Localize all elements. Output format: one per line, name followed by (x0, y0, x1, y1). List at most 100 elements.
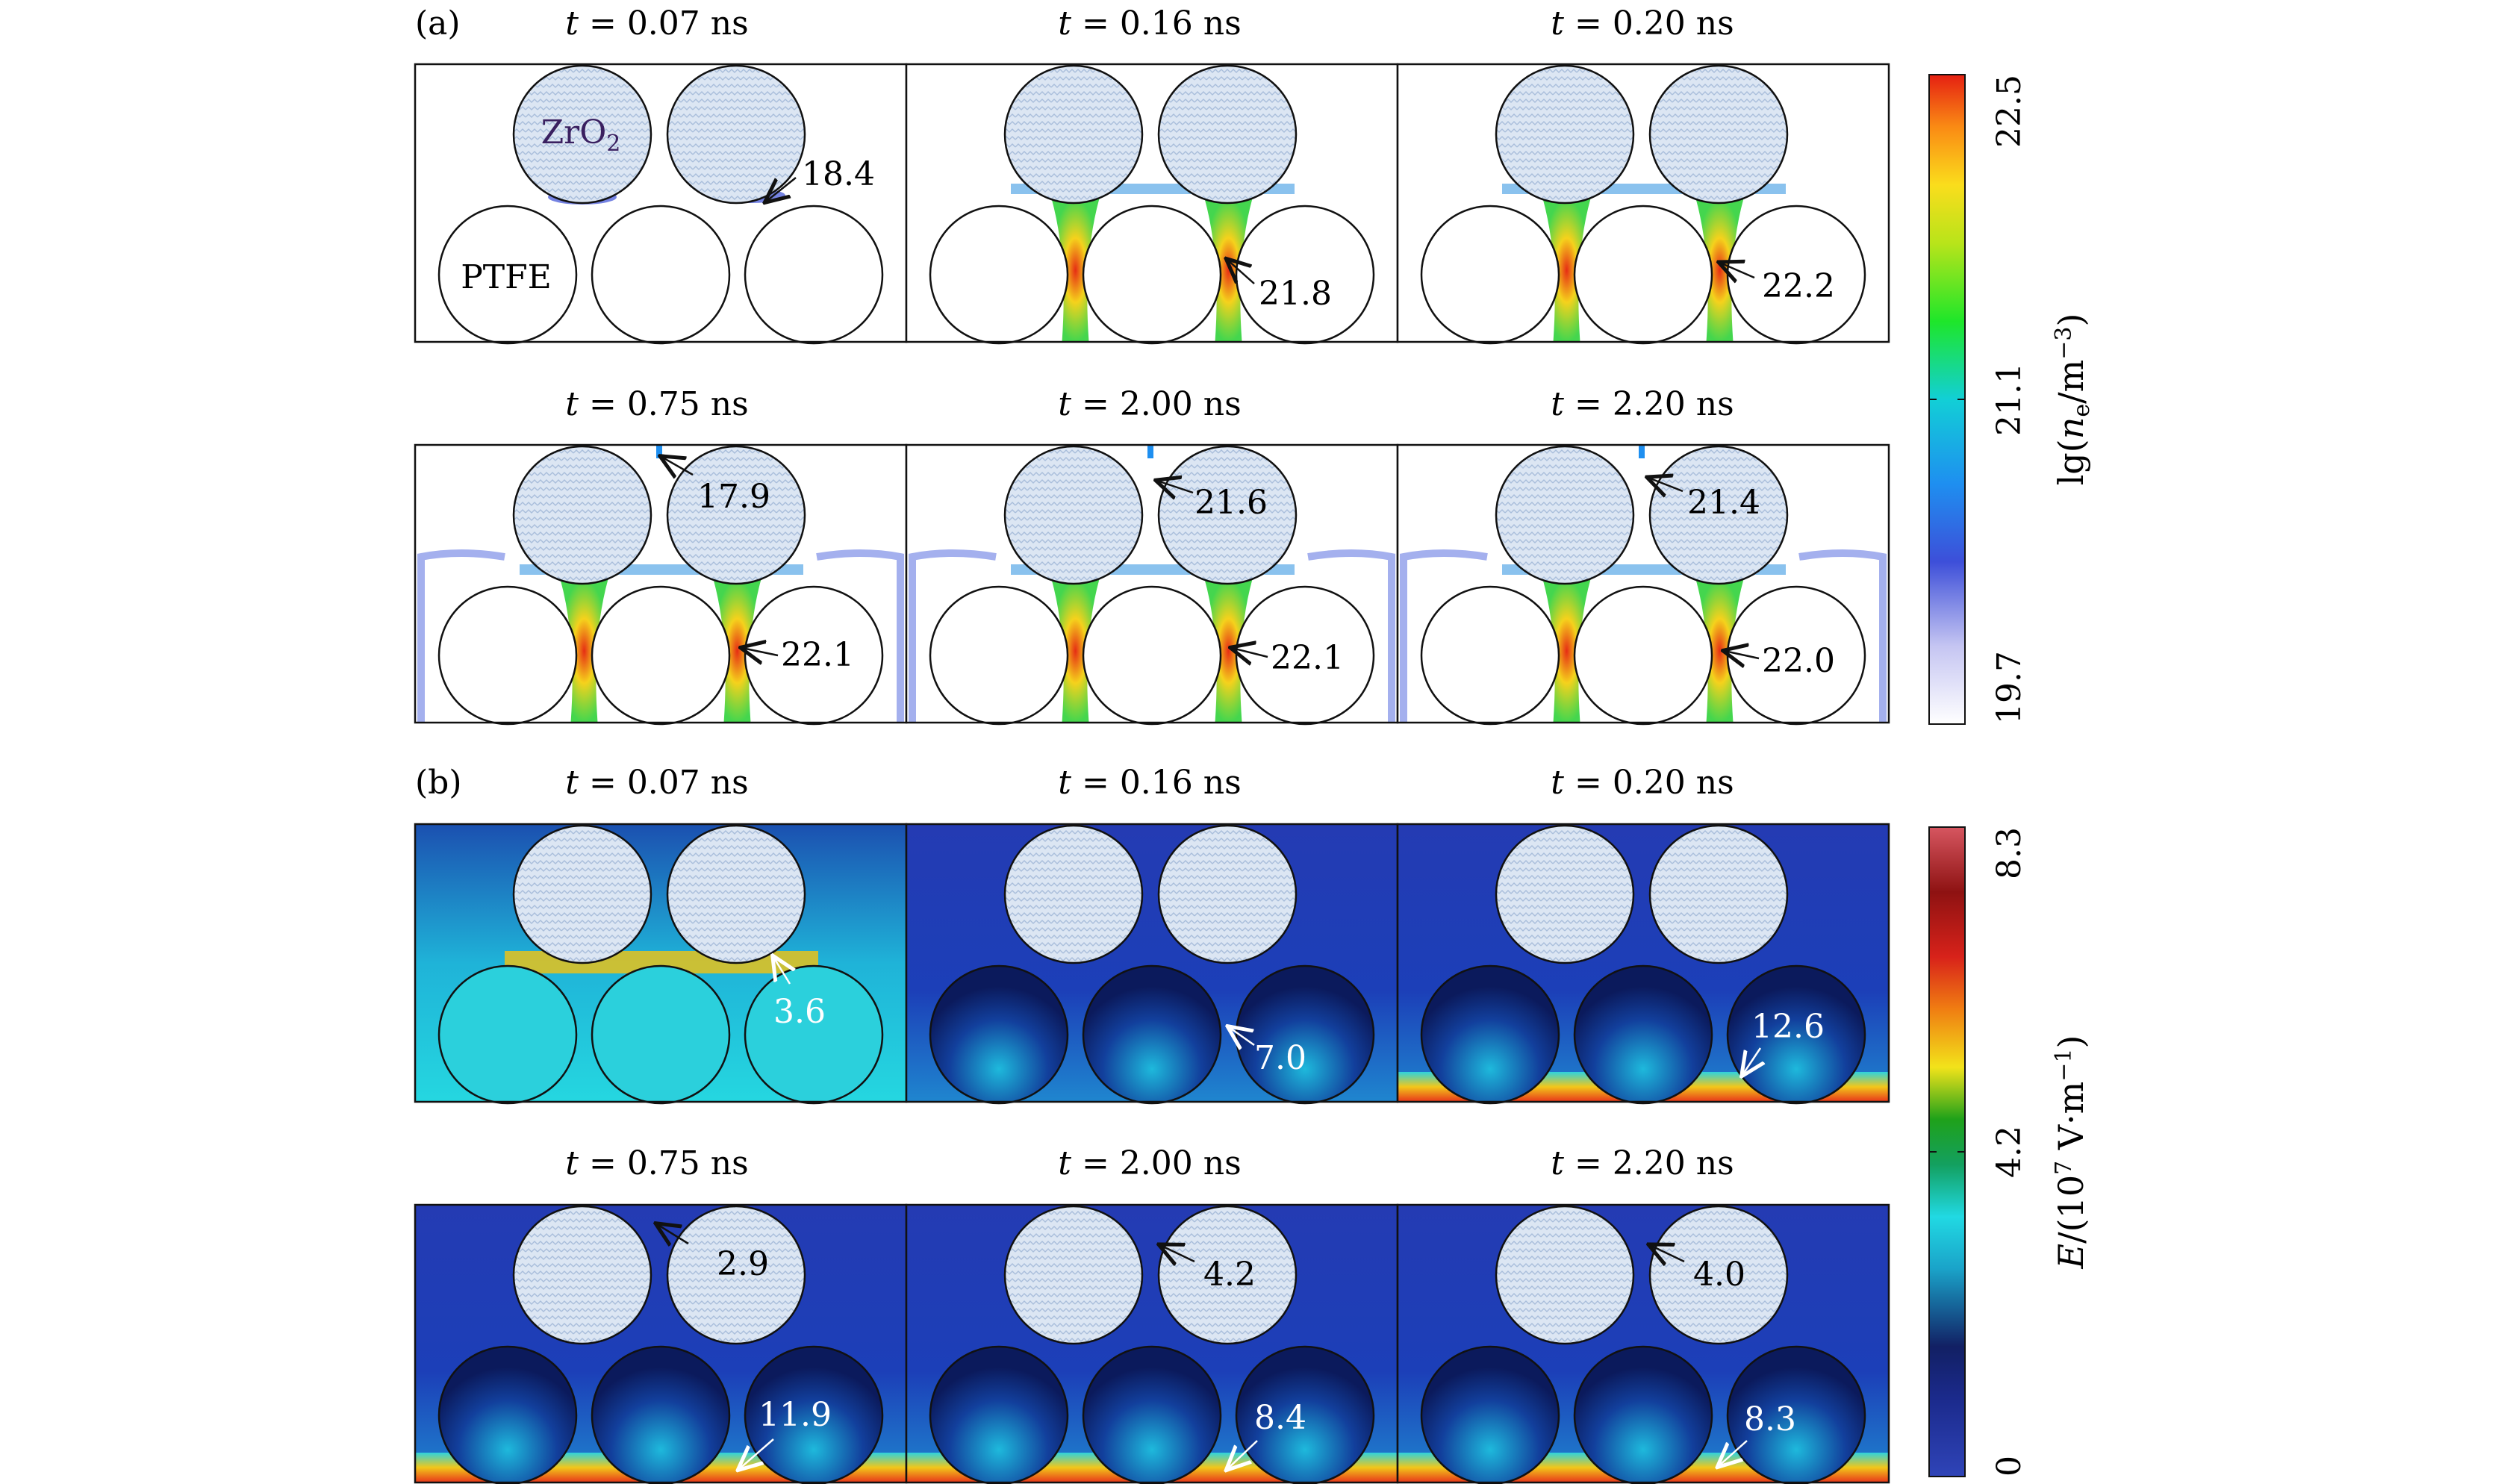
time-title-b-3: t = 0.20 ns (1551, 764, 1734, 802)
colorbar-b-tick-max: 8.3 (1990, 827, 2028, 879)
plasma-fringe (417, 549, 505, 723)
colorbar-b-title: E/(107 V·m−1) (2051, 1035, 2091, 1270)
ptfe-sphere (437, 964, 578, 1105)
annotation-a-5: 21.6 (1195, 484, 1268, 522)
ptfe-sphere (1420, 205, 1560, 345)
time-title-b-5: t = 2.00 ns (1058, 1144, 1241, 1182)
arrow-b-4 (657, 1224, 689, 1244)
annotation-b-9: 8.3 (1744, 1400, 1796, 1438)
arrow-a-9 (1725, 651, 1760, 658)
arrow-b-9 (1719, 1440, 1748, 1466)
ptfe-label: PTFE (461, 258, 552, 296)
cell-frame (1396, 443, 1890, 724)
density-cell-1 (414, 63, 908, 345)
annotation-a-8: 22.1 (1271, 639, 1344, 677)
colorbar-a-title: lg(ne/m−3) (2051, 314, 2095, 486)
time-title-a-3: t = 0.20 ns (1551, 4, 1734, 43)
annotations-b: 3.6 7.0 12.6 2.9 4.2 4.0 11.9 8.4 8.3 (657, 957, 1825, 1469)
annotation-b-8: 8.4 (1254, 1399, 1306, 1437)
field-cell-4 (414, 1203, 908, 1484)
zro2-sphere (1495, 1205, 1635, 1345)
ptfe-sphere (591, 1345, 731, 1484)
annotation-a-4: 17.9 (697, 478, 770, 516)
zro2-sphere (1495, 64, 1635, 205)
ptfe-sphere (1573, 964, 1713, 1105)
zro2-sphere (666, 445, 806, 585)
colorbar-a: 22.5 21.1 19.7 lg(ne/m−3) (1928, 74, 2095, 725)
panel-a-label: (a) (415, 4, 461, 43)
ptfe-sphere (1082, 964, 1222, 1105)
arrow-a-7 (742, 648, 779, 655)
zro2-sphere (1648, 64, 1789, 205)
plasma-fringe (816, 549, 904, 723)
field-cell-6 (1396, 1203, 1890, 1484)
annotation-a-7: 22.1 (781, 636, 854, 674)
plasma-channel (1051, 199, 1100, 342)
time-title-a-5: t = 2.00 ns (1058, 385, 1241, 423)
cell-frame (1396, 1203, 1890, 1484)
plasma-jet (1147, 445, 1153, 458)
ptfe-sphere (1726, 1345, 1866, 1484)
time-title-a-6: t = 2.20 ns (1551, 385, 1734, 423)
zro2-sphere (1157, 824, 1298, 964)
density-cell-2 (905, 63, 1399, 345)
density-cell-4 (414, 443, 908, 726)
ptfe-sphere (1082, 585, 1222, 726)
field-cell-2 (905, 823, 1399, 1105)
zro2-sphere (512, 445, 652, 585)
annotation-a-1: 18.4 (802, 155, 875, 193)
annotation-b-2: 7.0 (1254, 1039, 1306, 1077)
ptfe-sphere (1235, 1345, 1375, 1484)
ptfe-sphere (1420, 1345, 1560, 1484)
density-cell-5 (905, 443, 1399, 726)
arrow-a-3 (1720, 263, 1755, 278)
ptfe-sphere (1573, 1345, 1713, 1484)
time-title-a-2: t = 0.16 ns (1058, 4, 1241, 43)
arrow-b-3 (1742, 1047, 1760, 1075)
arrow-a-8 (1232, 648, 1268, 657)
field-cell-1 (414, 823, 908, 1105)
annotation-b-5: 4.2 (1203, 1256, 1256, 1294)
arrow-b-2 (1229, 1027, 1255, 1045)
ptfe-sphere (591, 964, 731, 1105)
time-title-b-2: t = 0.16 ns (1058, 764, 1241, 802)
arrow-b-7 (739, 1438, 774, 1469)
arrow-b-8 (1227, 1440, 1258, 1469)
time-title-a-4: t = 0.75 ns (565, 385, 748, 423)
plasma-channel (560, 579, 608, 723)
ptfe-sphere (1235, 964, 1375, 1105)
arrow-a-5 (1157, 481, 1194, 493)
plasma-channel (1542, 579, 1591, 723)
zro2-sphere (666, 64, 806, 205)
annotations-a: 18.4 21.8 22.2 17.9 21.6 21.4 22.1 22.1 … (661, 155, 1835, 680)
annotation-b-4: 2.9 (717, 1245, 769, 1283)
zro2-sphere (1648, 1205, 1789, 1345)
ptfe-sphere (437, 205, 578, 345)
ptfe-sphere (591, 205, 731, 345)
zro2-sphere (512, 824, 652, 964)
arrow-a-2 (1227, 260, 1255, 284)
cell-frame (1396, 823, 1890, 1103)
density-cell-6 (1396, 443, 1890, 726)
ptfe-sphere (744, 1345, 884, 1484)
plasma-channel (1542, 199, 1591, 342)
ptfe-sphere (591, 585, 731, 726)
ptfe-sphere (744, 964, 884, 1105)
annotation-a-9: 22.0 (1762, 642, 1835, 680)
ptfe-sphere (744, 205, 884, 345)
panel-b-label: (b) (415, 764, 462, 802)
annotation-a-6: 21.4 (1687, 484, 1760, 522)
plasma-fringe (1798, 549, 1887, 723)
annotation-b-7: 11.9 (759, 1396, 832, 1434)
ptfe-sphere (1420, 964, 1560, 1105)
ptfe-sphere (929, 585, 1069, 726)
colorbar-b-tick-min: 0 (1990, 1456, 2028, 1477)
ptfe-sphere (1573, 205, 1713, 345)
annotation-b-6: 4.0 (1693, 1256, 1745, 1294)
arrow-b-5 (1160, 1245, 1195, 1262)
ptfe-sphere (437, 585, 578, 726)
time-title-a-1: t = 0.07 ns (565, 4, 748, 43)
zro2-sphere (1648, 824, 1789, 964)
annotation-a-3: 22.2 (1762, 267, 1835, 305)
